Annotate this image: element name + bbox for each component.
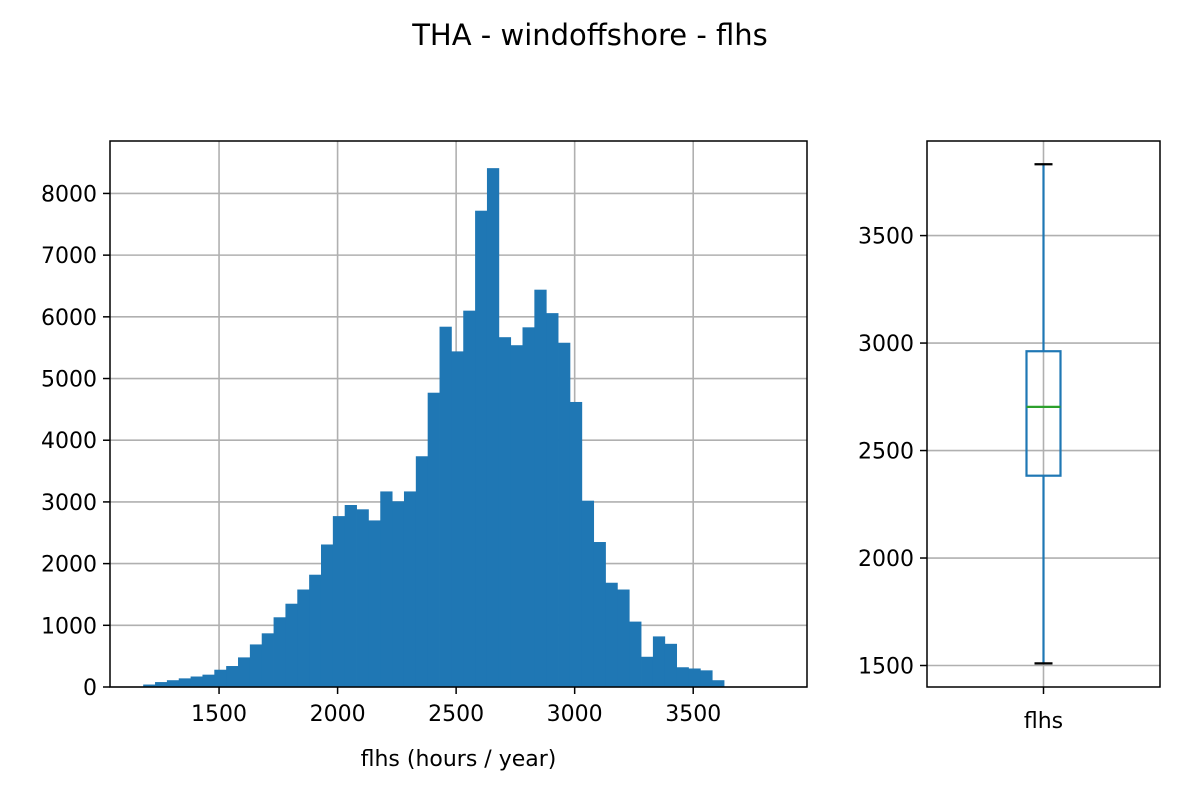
histogram-bar bbox=[380, 491, 393, 687]
histogram-chart: 1500 2000 2500 3000 3500 0 1000 2000 3000 4000 50… bbox=[41, 140, 808, 772]
histogram-bar bbox=[403, 491, 417, 687]
histogram-bar bbox=[427, 392, 440, 687]
histogram-bar bbox=[143, 684, 156, 687]
histogram-bar bbox=[226, 666, 239, 687]
histogram-bar bbox=[368, 520, 381, 687]
x-tick-label: 3000 bbox=[547, 702, 603, 727]
histogram-bar bbox=[463, 310, 476, 687]
histogram-bar bbox=[617, 589, 630, 687]
x-tick-label: flhs bbox=[1024, 709, 1063, 734]
histogram-bar bbox=[546, 313, 559, 687]
histogram-bar bbox=[344, 505, 357, 687]
histogram-bar bbox=[261, 633, 274, 687]
boxplot-chart: 1500 2000 2500 3000 3500 flhs bbox=[858, 140, 1161, 734]
histogram-bar bbox=[238, 657, 251, 687]
y-tick-label: 1500 bbox=[858, 655, 914, 680]
histogram-bar bbox=[332, 516, 346, 687]
histogram-bar bbox=[652, 636, 666, 687]
y-tick-label: 2000 bbox=[858, 547, 914, 572]
y-tick-label: 7000 bbox=[41, 244, 97, 269]
y-tick-label: 3500 bbox=[858, 225, 914, 250]
histogram-bar bbox=[202, 674, 215, 687]
figure-title: THA - windoffshore - flhs bbox=[411, 18, 768, 52]
histogram-bar bbox=[190, 676, 203, 687]
histogram-bar bbox=[581, 500, 595, 687]
histogram-bar bbox=[178, 678, 192, 687]
histogram-bar bbox=[486, 168, 500, 688]
y-tick-label: 0 bbox=[83, 676, 97, 701]
histogram-bar bbox=[676, 667, 689, 687]
histogram-bar bbox=[593, 542, 606, 687]
y-tick-label: 5000 bbox=[41, 368, 97, 393]
x-tick-label: 2500 bbox=[428, 702, 484, 727]
histogram-bar bbox=[356, 509, 369, 687]
histogram-bar bbox=[510, 345, 523, 687]
interquartile-box bbox=[1025, 350, 1062, 477]
x-tick-label: 3500 bbox=[665, 702, 721, 727]
y-tick-label: 3000 bbox=[858, 332, 914, 357]
histogram-bar bbox=[392, 501, 405, 687]
histogram-bar bbox=[439, 326, 452, 687]
histogram-bar bbox=[558, 342, 571, 687]
y-tick-label: 4000 bbox=[41, 429, 97, 454]
histogram-y-ticks: 0 1000 2000 3000 4000 5000 6000 7000 8000 bbox=[41, 182, 110, 701]
y-tick-label: 8000 bbox=[41, 182, 97, 207]
boxplot-x-ticks: flhs bbox=[1024, 687, 1063, 734]
y-tick-label: 6000 bbox=[41, 306, 97, 331]
boxplot-y-ticks: 1500 2000 2500 3000 3500 bbox=[858, 225, 927, 680]
y-tick-label: 2500 bbox=[858, 440, 914, 465]
histogram-bar bbox=[285, 603, 298, 687]
histogram-bar bbox=[273, 617, 286, 687]
histogram-x-axis-label: flhs (hours / year) bbox=[361, 747, 557, 772]
y-tick-label: 2000 bbox=[41, 553, 97, 578]
histogram-bar bbox=[166, 680, 180, 687]
x-tick-label: 1500 bbox=[191, 702, 247, 727]
histogram-x-ticks: 1500 2000 2500 3000 3500 bbox=[191, 687, 721, 727]
histogram-bar bbox=[569, 401, 583, 687]
histogram-bar bbox=[700, 670, 713, 687]
histogram-bar bbox=[297, 589, 310, 687]
histogram-bar bbox=[712, 680, 725, 687]
histogram-bar bbox=[498, 337, 512, 687]
boxplot-marks bbox=[1025, 163, 1062, 665]
histogram-bar bbox=[534, 289, 547, 687]
histogram-bar bbox=[605, 582, 618, 687]
histogram-bar bbox=[309, 574, 322, 687]
y-tick-label: 3000 bbox=[41, 491, 97, 516]
histogram-bar bbox=[522, 327, 535, 687]
histogram-bar bbox=[451, 351, 464, 687]
histogram-bar bbox=[249, 644, 263, 687]
histogram-bar bbox=[688, 668, 701, 687]
y-tick-label: 1000 bbox=[41, 614, 97, 639]
histogram-bar bbox=[641, 656, 654, 687]
histogram-bar bbox=[214, 669, 227, 687]
histogram-bar bbox=[320, 544, 334, 687]
x-tick-label: 2000 bbox=[310, 702, 366, 727]
histogram-bars bbox=[143, 168, 725, 688]
histogram-frame bbox=[109, 140, 808, 688]
histogram-bar bbox=[629, 621, 642, 687]
histogram-bar bbox=[415, 456, 429, 687]
histogram-bar bbox=[155, 682, 168, 687]
histogram-bar bbox=[664, 643, 678, 687]
histogram-bar bbox=[475, 210, 488, 687]
